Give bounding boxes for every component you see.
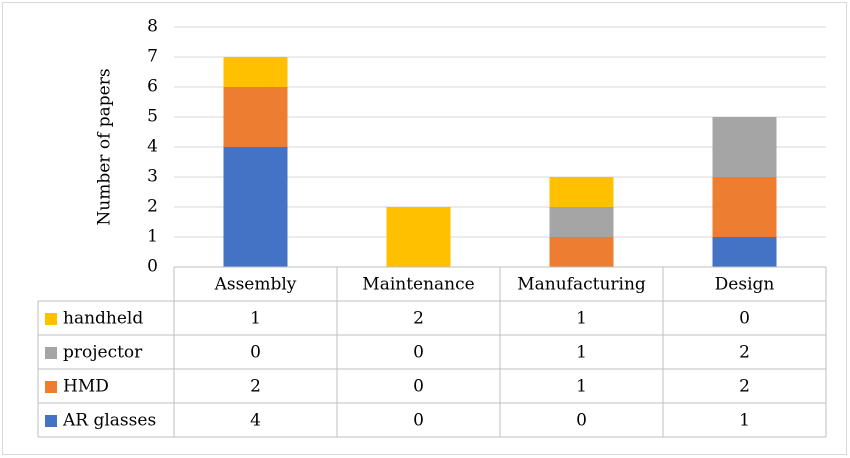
- y-tick-label: 4: [147, 137, 158, 157]
- bar-segment: [712, 237, 777, 267]
- bar-segment: [223, 87, 288, 147]
- y-tick-label: 0: [147, 257, 158, 277]
- table-cell-value: 0: [739, 309, 750, 329]
- bar-segment: [549, 177, 614, 207]
- y-tick-label: 6: [147, 77, 158, 97]
- y-tick-label: 5: [147, 107, 158, 127]
- table-cell-value: 2: [739, 377, 750, 397]
- table-cell-value: 0: [413, 411, 424, 431]
- y-axis-label: Number of papers: [95, 68, 115, 225]
- legend-swatch: [45, 313, 57, 325]
- table-cell-value: 2: [413, 309, 424, 329]
- table-cell-value: 1: [576, 377, 587, 397]
- table-cell-value: 0: [413, 377, 424, 397]
- y-tick-label: 3: [147, 167, 158, 187]
- category-label: Maintenance: [362, 275, 474, 295]
- table-cell-value: 2: [250, 377, 261, 397]
- y-tick-label: 8: [147, 17, 158, 37]
- data-table: Assembly Maintenance Manufacturing Design ha…: [37, 266, 827, 438]
- bar-segment: [223, 147, 288, 267]
- bar-segment: [712, 177, 777, 237]
- bar-segment: [386, 207, 451, 267]
- table-cell-value: 2: [739, 343, 750, 363]
- bars: [223, 57, 777, 267]
- legend-swatch: [45, 347, 57, 359]
- y-tick-labels: 0 1 2 3 4 5 6 7 8: [147, 17, 158, 277]
- legend-label: projector: [63, 343, 143, 363]
- table-cell-value: 1: [739, 411, 750, 431]
- table-cell-value: 0: [576, 411, 587, 431]
- table-cell-value: 1: [576, 309, 587, 329]
- legend-swatch: [45, 415, 57, 427]
- category-label: Manufacturing: [517, 275, 646, 295]
- bar-segment: [549, 237, 614, 267]
- legend-swatch: [45, 381, 57, 393]
- table-cell-value: 0: [250, 343, 261, 363]
- legend-label: AR glasses: [62, 411, 156, 431]
- table-cell-value: 4: [250, 411, 261, 431]
- table-cell-value: 0: [413, 343, 424, 363]
- bar-segment: [712, 117, 777, 177]
- bar-segment: [223, 57, 288, 87]
- category-label: Design: [715, 275, 775, 295]
- y-tick-label: 7: [147, 47, 158, 67]
- category-label: Assembly: [214, 275, 297, 295]
- table-cell-value: 1: [576, 343, 587, 363]
- bar-segment: [549, 207, 614, 237]
- legend-label: HMD: [63, 377, 109, 397]
- y-tick-label: 2: [147, 197, 158, 217]
- legend-label: handheld: [63, 309, 143, 329]
- table-cell-value: 1: [250, 309, 261, 329]
- y-tick-label: 1: [147, 227, 158, 247]
